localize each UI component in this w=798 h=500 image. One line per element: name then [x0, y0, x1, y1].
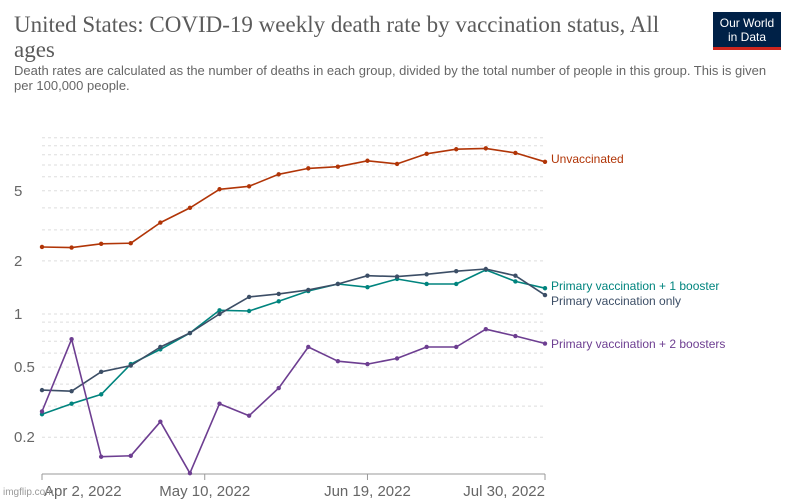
data-point[interactable] [365, 273, 370, 278]
x-tick-label: Jun 19, 2022 [324, 483, 411, 500]
series-line [41, 269, 546, 416]
data-point[interactable] [246, 413, 252, 418]
data-point[interactable] [306, 344, 311, 350]
data-point[interactable] [217, 308, 222, 313]
x-axis: Apr 2, 2022 May 10, 2022 Jun 19, 2022 Jul 3… [41, 473, 546, 500]
data-point[interactable] [335, 281, 341, 287]
y-tick-label: 1 [14, 306, 22, 323]
data-point[interactable] [69, 388, 74, 394]
data-point[interactable] [306, 166, 311, 171]
data-point[interactable] [454, 268, 459, 274]
data-point[interactable] [424, 272, 429, 277]
data-point[interactable] [217, 187, 222, 192]
x-tick-label: Apr 2, 2022 [44, 483, 122, 500]
data-point[interactable] [454, 147, 459, 152]
y-tick-label: 2 [14, 253, 22, 270]
data-point[interactable] [98, 241, 104, 247]
y-tick-label: 0.5 [14, 359, 35, 376]
data-point[interactable] [158, 220, 163, 225]
y-tick-label: 0.2 [14, 429, 35, 446]
series-line [41, 328, 546, 475]
data-point[interactable] [69, 401, 74, 406]
data-point[interactable] [483, 146, 489, 151]
data-point[interactable] [128, 453, 133, 458]
data-point[interactable] [394, 356, 400, 361]
data-point[interactable] [128, 363, 133, 368]
data-point[interactable] [424, 281, 429, 287]
watermark: imgflip.com [3, 487, 54, 498]
data-point[interactable] [187, 330, 193, 336]
data-point[interactable] [69, 245, 74, 250]
data-point[interactable] [246, 184, 252, 189]
data-point[interactable] [424, 344, 429, 350]
owid-logo[interactable]: Our World in Data [713, 12, 781, 50]
data-point[interactable] [365, 158, 370, 163]
data-point[interactable] [187, 205, 193, 211]
data-point[interactable] [187, 471, 193, 476]
data-point[interactable] [98, 369, 104, 375]
data-point[interactable] [542, 159, 548, 164]
data-point[interactable] [276, 172, 281, 177]
data-point[interactable] [39, 244, 45, 250]
data-point[interactable] [513, 273, 518, 278]
data-point[interactable] [158, 344, 163, 350]
data-point[interactable] [513, 150, 518, 156]
data-point[interactable] [542, 286, 548, 291]
data-point[interactable] [335, 164, 341, 169]
data-point[interactable] [365, 361, 370, 367]
data-point[interactable] [335, 358, 341, 364]
data-point[interactable] [424, 151, 429, 157]
grid-lines [42, 137, 545, 438]
data-point[interactable] [246, 308, 252, 314]
data-point[interactable] [306, 287, 311, 293]
data-point[interactable] [98, 392, 104, 397]
data-point[interactable] [98, 454, 104, 459]
data-point[interactable] [542, 341, 548, 346]
series-labels: Unvaccinated Primary vaccination + 1 boos… [551, 152, 725, 351]
series-label: Unvaccinated [551, 152, 624, 166]
y-tick-label: 5 [14, 183, 22, 200]
data-point[interactable] [513, 279, 518, 284]
data-point[interactable] [365, 284, 370, 290]
data-point[interactable] [246, 294, 252, 300]
series-label: Primary vaccination only [551, 294, 681, 308]
series-line [41, 268, 546, 393]
data-point[interactable] [542, 292, 548, 298]
series-lines [39, 146, 548, 476]
data-point[interactable] [158, 419, 163, 424]
logo-line-2: in Data [727, 30, 767, 44]
data-point[interactable] [454, 281, 459, 287]
data-point[interactable] [394, 161, 400, 167]
x-tick-label: Jul 30, 2022 [463, 483, 545, 500]
data-point[interactable] [276, 385, 281, 391]
data-point[interactable] [69, 336, 74, 342]
series-label: Primary vaccination + 1 booster [551, 279, 719, 293]
series-line [41, 147, 546, 249]
data-point[interactable] [394, 274, 400, 279]
data-point[interactable] [513, 333, 518, 339]
data-point[interactable] [276, 299, 281, 304]
chart-title: United States: COVID-19 weekly death rat… [14, 12, 660, 62]
data-point[interactable] [217, 401, 222, 406]
data-point[interactable] [276, 291, 281, 297]
series-label: Primary vaccination + 2 boosters [551, 337, 725, 351]
x-tick-label: May 10, 2022 [159, 483, 250, 500]
data-point[interactable] [483, 326, 489, 332]
y-axis-ticks: 0.2 0.5 1 2 5 [14, 183, 35, 446]
logo-line-1: Our World [719, 16, 775, 30]
data-point[interactable] [483, 266, 489, 272]
data-point[interactable] [128, 241, 133, 246]
data-point[interactable] [454, 344, 459, 350]
data-point[interactable] [39, 409, 45, 414]
data-point[interactable] [217, 311, 222, 317]
data-point[interactable] [39, 387, 45, 393]
chart-subtitle: Death rates are calculated as the number… [14, 63, 767, 93]
